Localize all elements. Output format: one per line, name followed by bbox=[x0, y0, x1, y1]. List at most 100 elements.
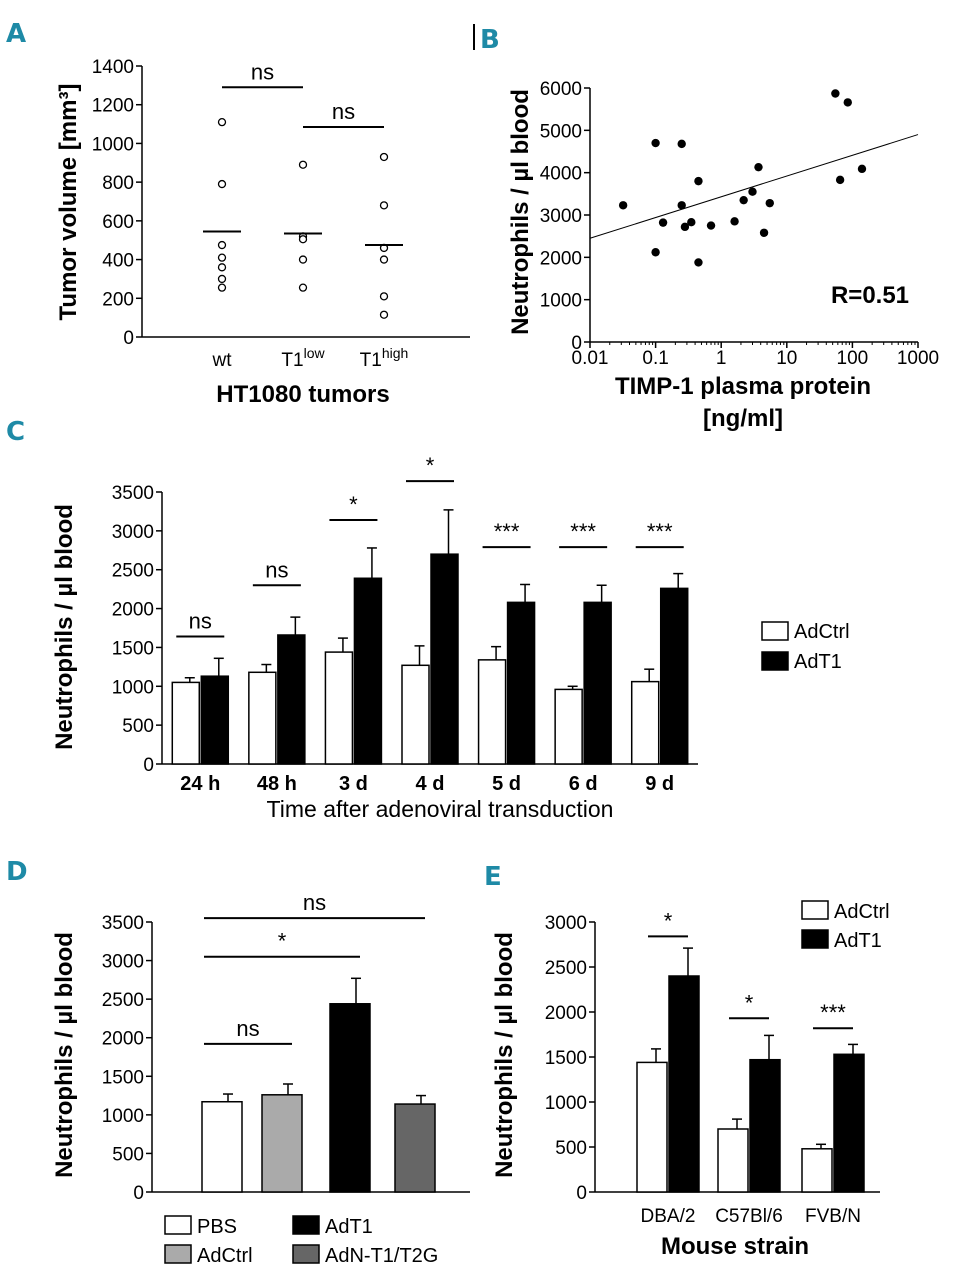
panel-c-bar-adt1 bbox=[430, 553, 459, 765]
panel-e-legend-label: AdCtrl bbox=[834, 901, 890, 923]
panel-a-y-tick-label: 800 bbox=[102, 173, 134, 194]
panel-c-sig-label: * bbox=[349, 492, 358, 517]
panel-d-y-tick-label: 3500 bbox=[102, 913, 144, 934]
panel-c-y-tick-label: 3500 bbox=[112, 483, 154, 504]
panel-b-data-point bbox=[730, 217, 739, 226]
panel-c-bar-adt1 bbox=[506, 601, 536, 765]
panel-letter-c: C bbox=[6, 417, 25, 447]
panel-b-data-point bbox=[677, 139, 686, 149]
panel-b-data-point bbox=[677, 201, 686, 210]
panel-d-bar bbox=[394, 1103, 436, 1193]
panel-a-data-point bbox=[298, 283, 308, 292]
panel-e-y-tick-label: 500 bbox=[555, 1138, 587, 1159]
panel-e-ylabel: Neutrophils / µl blood bbox=[491, 932, 518, 1178]
panel-b-fit-line bbox=[589, 134, 919, 239]
panel-b-data-point bbox=[706, 221, 716, 230]
panel-e-y-tick-label: 3000 bbox=[545, 913, 587, 934]
panel-c-sig-label: ns bbox=[265, 557, 288, 582]
panel-b-data-point bbox=[754, 162, 763, 172]
panel-e-bar-adt1 bbox=[833, 1053, 865, 1193]
panel-a-chart: 0 200 400 600 800 1000 1200 1400 wt T1low T1high ns… bbox=[92, 57, 470, 371]
panel-c-bar-adctrl bbox=[477, 659, 507, 765]
panel-c-x-tick-label: 4 d bbox=[416, 773, 445, 795]
panel-c-bar-adt1 bbox=[200, 675, 230, 765]
panel-a-data-point bbox=[298, 235, 308, 244]
panel-c-sig-label: ns bbox=[189, 609, 212, 634]
panel-d-legend-label: AdCtrl bbox=[197, 1245, 253, 1267]
panel-a-ylabel: Tumor volume [mm³] bbox=[55, 84, 82, 321]
panel-c-y-tick-label: 1500 bbox=[112, 638, 154, 659]
panel-e-xlabel: Mouse strain bbox=[661, 1233, 809, 1260]
panel-c-bar-adctrl bbox=[554, 688, 583, 765]
panel-e-legend-swatch bbox=[801, 900, 829, 920]
panel-d-legend-swatch bbox=[164, 1215, 192, 1235]
panel-c-y-tick-label: 2000 bbox=[112, 600, 154, 621]
panel-c-chart: 0 500 1000 1500 2000 2500 3000 3500 24 h ns 48 h ns… bbox=[112, 453, 850, 795]
panel-a-data-point bbox=[217, 283, 227, 292]
panel-b-xlabel-line1: TIMP-1 plasma protein bbox=[615, 373, 871, 400]
panel-a-y-tick-label: 600 bbox=[102, 212, 134, 233]
panel-b-xlabel-line2: [ng/ml] bbox=[703, 405, 783, 432]
panel-c-y-tick-label: 2500 bbox=[112, 561, 154, 582]
panel-e-chart: 0 500 1000 1500 2000 2500 3000 DBA/2 * C57Bl/6 * FV… bbox=[545, 900, 890, 1227]
panel-c-y-tick-label: 0 bbox=[143, 755, 154, 776]
panel-b-data-point bbox=[857, 164, 867, 174]
panel-a-data-point bbox=[298, 255, 308, 264]
panel-a-data-point bbox=[217, 179, 227, 189]
panel-e-x-tick-label: DBA/2 bbox=[641, 1206, 696, 1227]
panel-e-y-tick-label: 2500 bbox=[545, 958, 587, 979]
panel-c-x-tick-label: 48 h bbox=[257, 773, 297, 795]
panel-d-sig-label: ns bbox=[236, 1016, 259, 1041]
panel-b-data-point bbox=[680, 222, 690, 232]
panel-a-x-tick-label: wt bbox=[212, 350, 233, 371]
panel-c-bar-adctrl bbox=[630, 680, 660, 765]
panel-a-y-tick-label: 1200 bbox=[92, 96, 134, 117]
panel-a-data-point bbox=[379, 255, 389, 264]
panel-a-data-point bbox=[217, 240, 227, 250]
panel-a-data-point bbox=[217, 253, 227, 262]
panel-c-legend-label: AdT1 bbox=[794, 651, 842, 673]
panel-a-y-tick-label: 400 bbox=[102, 251, 134, 272]
panel-e-bar-adt1 bbox=[668, 975, 700, 1193]
panel-b-x-tick-label: 1 bbox=[716, 348, 727, 369]
panel-c-sig-label: * bbox=[426, 453, 435, 478]
panel-e-bar-adctrl bbox=[801, 1148, 833, 1193]
panel-a-y-tick-label: 1400 bbox=[92, 57, 134, 78]
panel-e-bar-adctrl bbox=[717, 1128, 749, 1193]
panel-d-sig-label: ns bbox=[303, 890, 326, 915]
panel-c-bar-adt1 bbox=[659, 587, 689, 765]
panel-d-y-tick-label: 0 bbox=[133, 1183, 144, 1204]
panel-b-data-point bbox=[694, 176, 703, 186]
panel-b-x-tick-label: 0.01 bbox=[572, 348, 609, 369]
panel-c-y-tick-label: 1000 bbox=[112, 677, 154, 698]
panel-a-sig-label: ns bbox=[251, 59, 274, 84]
panel-a-xlabel: HT1080 tumors bbox=[216, 381, 389, 408]
panel-letter-a: A bbox=[6, 19, 26, 49]
panel-b-ylabel: Neutrophils / µl blood bbox=[507, 89, 534, 335]
panel-b-data-point bbox=[759, 228, 769, 237]
panel-d-legend-label: PBS bbox=[197, 1216, 237, 1238]
panel-b-data-point bbox=[651, 248, 660, 257]
panel-d-bar bbox=[261, 1094, 303, 1193]
panel-a-data-point bbox=[217, 274, 227, 284]
panel-b-y-tick-label: 3000 bbox=[540, 206, 582, 227]
panel-e-legend-swatch bbox=[801, 929, 829, 949]
panel-c-x-tick-label: 24 h bbox=[180, 773, 220, 795]
panel-b-data-point bbox=[658, 218, 668, 227]
panel-e-y-tick-label: 2000 bbox=[545, 1003, 587, 1024]
panel-b-y-tick-label: 1000 bbox=[540, 291, 582, 312]
panel-c-y-tick-label: 3000 bbox=[112, 522, 154, 543]
panel-e-x-tick-label: FVB/N bbox=[805, 1206, 861, 1227]
panel-c-sig-label: *** bbox=[494, 519, 520, 544]
panel-b-y-tick-label: 0 bbox=[571, 333, 582, 354]
panel-c-ylabel: Neutrophils / µl blood bbox=[51, 504, 78, 750]
panel-a-data-point bbox=[217, 263, 227, 272]
panel-e-sig-label: * bbox=[664, 908, 673, 933]
panel-letter-d: D bbox=[6, 857, 28, 887]
panel-a-sig-label: ns bbox=[332, 99, 355, 124]
panel-a-y-tick-label: 0 bbox=[123, 328, 134, 349]
panel-e-sig-label: *** bbox=[820, 1000, 846, 1025]
panel-d-legend-swatch bbox=[292, 1244, 320, 1264]
panel-a-x-tick-label: T1low bbox=[281, 345, 325, 371]
panel-b-chart: 0 1000 2000 3000 4000 5000 6000 0.01 0.1 1 10 100 10… bbox=[540, 79, 939, 369]
